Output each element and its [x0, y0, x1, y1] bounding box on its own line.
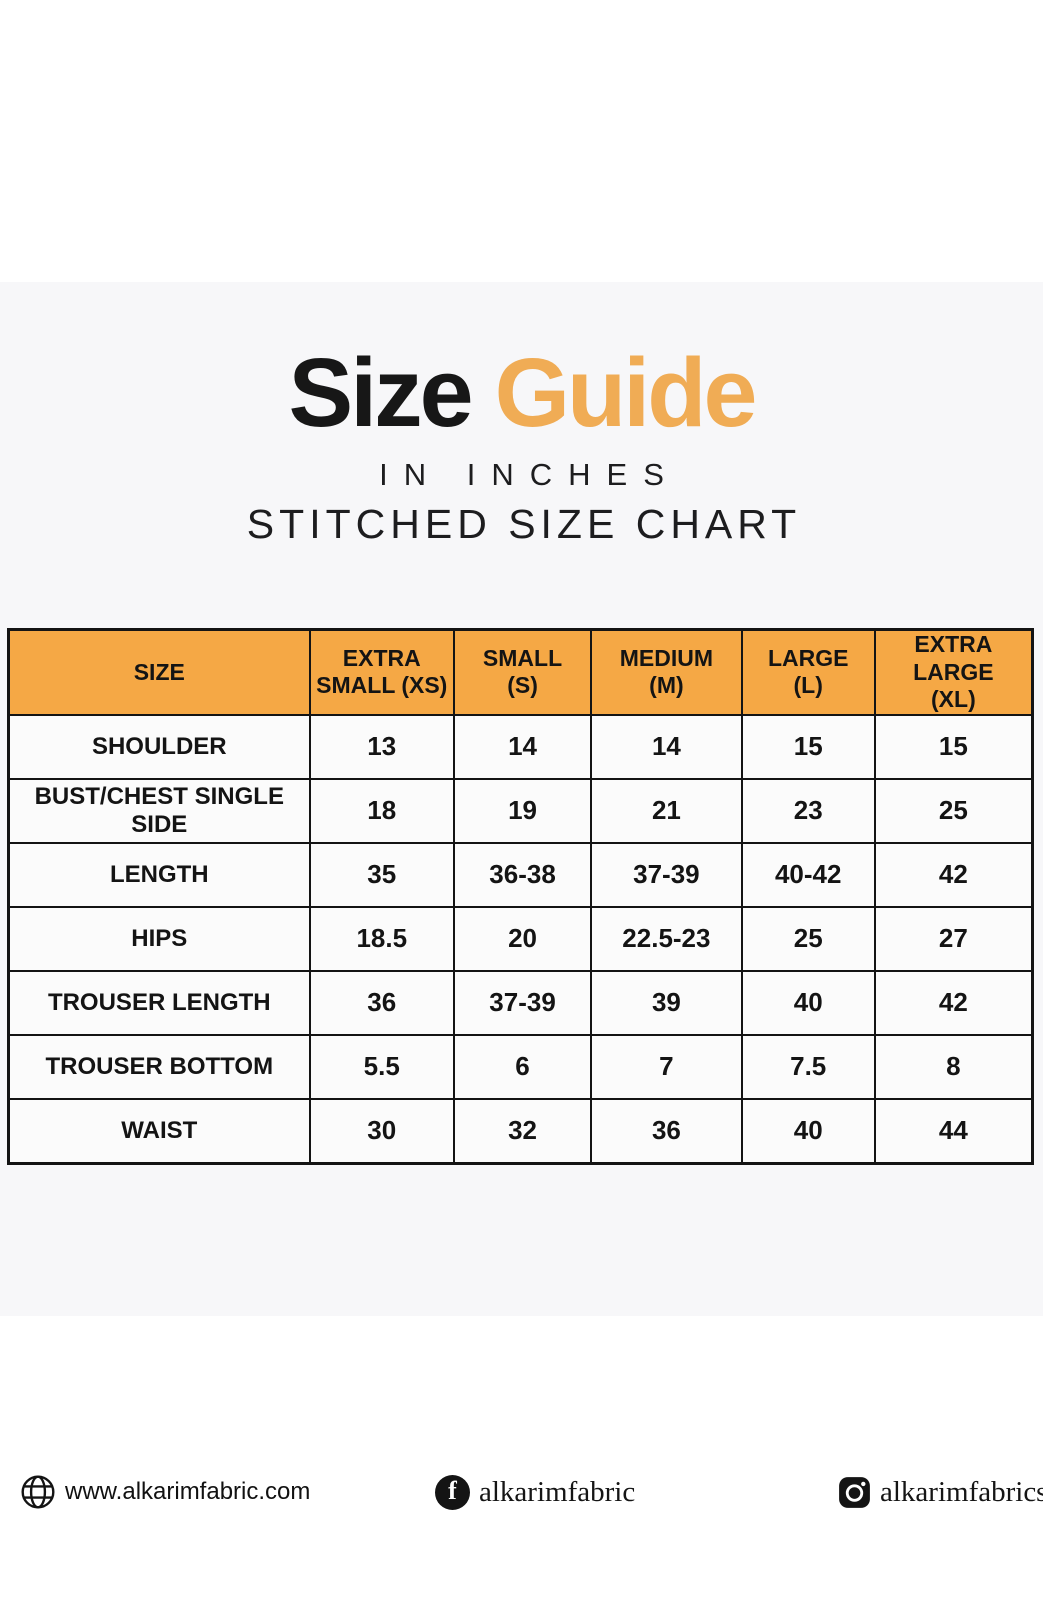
- cell-value: 30: [308, 1097, 455, 1165]
- table-row-hips: HIPS 18.5 20 22.5-23 25 27: [7, 905, 1034, 972]
- header-cell-l: LARGE (L): [740, 628, 876, 716]
- cell-value: 22.5-23: [590, 905, 743, 972]
- page-title: Size Guide: [0, 344, 1043, 441]
- cell-value: 23: [740, 777, 876, 844]
- content-panel: Size Guide IN INCHES STITCHED SIZE CHART…: [0, 282, 1043, 1510]
- row-label: WAIST: [7, 1097, 311, 1165]
- row-label: HIPS: [7, 905, 311, 972]
- cell-value: 25: [740, 905, 876, 972]
- row-label: TROUSER LENGTH: [7, 969, 311, 1036]
- footer: www.alkarimfabric.com f alkarimfabric al…: [0, 1470, 1043, 1514]
- cell-value: 36: [590, 1097, 743, 1165]
- cell-value: 8: [873, 1033, 1034, 1100]
- title-word-size: Size: [288, 338, 474, 447]
- globe-icon: [20, 1474, 56, 1510]
- header-cell-s: SMALL (S): [452, 628, 593, 716]
- cell-value: 42: [873, 969, 1034, 1036]
- cell-value: 44: [873, 1097, 1034, 1165]
- row-label: SHOULDER: [7, 713, 311, 780]
- facebook-link[interactable]: f alkarimfabric: [435, 1470, 635, 1514]
- website-link[interactable]: www.alkarimfabric.com: [20, 1470, 310, 1514]
- header-cell-xs: EXTRA SMALL (XS): [308, 628, 455, 716]
- cell-value: 42: [873, 841, 1034, 908]
- instagram-icon: [838, 1476, 871, 1509]
- cell-value: 25: [873, 777, 1034, 844]
- facebook-handle: alkarimfabric: [479, 1475, 636, 1508]
- cell-value: 36: [308, 969, 455, 1036]
- cell-value: 27: [873, 905, 1034, 972]
- table-row-trouser-bottom: TROUSER BOTTOM 5.5 6 7 7.5 8: [7, 1033, 1034, 1100]
- title-block: Size Guide IN INCHES STITCHED SIZE CHART: [0, 344, 1043, 548]
- cell-value: 32: [452, 1097, 593, 1165]
- cell-value: 19: [452, 777, 593, 844]
- instagram-handle: alkarimfabrics: [880, 1475, 1043, 1508]
- cell-value: 36-38: [452, 841, 593, 908]
- cell-value: 15: [873, 713, 1034, 780]
- facebook-icon: f: [435, 1474, 470, 1510]
- cell-value: 39: [590, 969, 743, 1036]
- row-label: LENGTH: [7, 841, 311, 908]
- cell-value: 13: [308, 713, 455, 780]
- table-header-row: SIZE EXTRA SMALL (XS) SMALL (S) MEDIUM (M) …: [7, 628, 1034, 716]
- subtitle-stitched-size-chart: STITCHED SIZE CHART: [246, 501, 802, 547]
- title-word-guide: Guide: [494, 338, 758, 447]
- cell-value: 18: [308, 777, 455, 844]
- table-row-trouser-length: TROUSER LENGTH 36 37-39 39 40 42: [7, 969, 1034, 1036]
- cell-value: 14: [452, 713, 593, 780]
- header-cell-size: SIZE: [7, 628, 311, 716]
- cell-value: 14: [590, 713, 743, 780]
- cell-value: 18.5: [308, 905, 455, 972]
- cell-value: 40: [740, 1097, 876, 1165]
- cell-value: 7: [590, 1033, 743, 1100]
- instagram-link[interactable]: alkarimfabrics: [838, 1470, 1043, 1514]
- table-row-bust: BUST/CHEST SINGLE SIDE 18 19 21 23 25: [7, 777, 1034, 844]
- website-url: www.alkarimfabric.com: [65, 1478, 311, 1505]
- row-label: TROUSER BOTTOM: [7, 1033, 311, 1100]
- subtitle-in-inches: IN INCHES: [379, 457, 680, 492]
- table-row-waist: WAIST 30 32 36 40 44: [7, 1097, 1034, 1165]
- table-row-length: LENGTH 35 36-38 37-39 40-42 42: [7, 841, 1034, 908]
- cell-value: 40: [740, 969, 876, 1036]
- header-cell-xl: EXTRA LARGE (XL): [873, 628, 1034, 716]
- cell-value: 20: [452, 905, 593, 972]
- cell-value: 35: [308, 841, 455, 908]
- cell-value: 21: [590, 777, 743, 844]
- size-chart-table: SIZE EXTRA SMALL (XS) SMALL (S) MEDIUM (M) …: [7, 628, 1034, 1165]
- row-label: BUST/CHEST SINGLE SIDE: [7, 777, 311, 844]
- cell-value: 5.5: [308, 1033, 455, 1100]
- cell-value: 7.5: [740, 1033, 876, 1100]
- cell-value: 37-39: [590, 841, 743, 908]
- cell-value: 6: [452, 1033, 593, 1100]
- cell-value: 37-39: [452, 969, 593, 1036]
- header-cell-m: MEDIUM (M): [590, 628, 743, 716]
- cell-value: 40-42: [740, 841, 876, 908]
- cell-value: 15: [740, 713, 876, 780]
- table-row-shoulder: SHOULDER 13 14 14 15 15: [7, 713, 1034, 780]
